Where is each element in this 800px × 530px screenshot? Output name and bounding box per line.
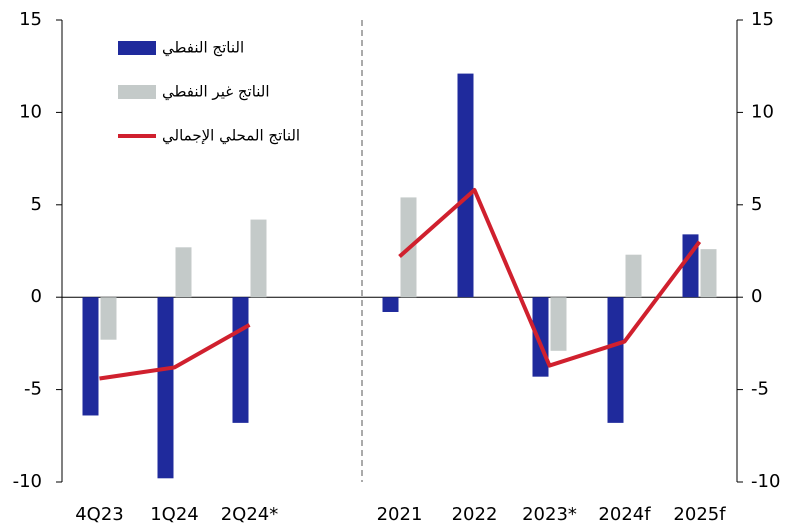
x-tick-label: 2022 xyxy=(452,504,498,525)
bar xyxy=(82,297,99,416)
y2-tick-label: 15 xyxy=(751,9,774,30)
bar xyxy=(100,297,117,340)
bar xyxy=(457,73,474,298)
y2-tick-label: 5 xyxy=(751,194,762,215)
x-tick-label: 2025f xyxy=(673,504,726,525)
x-tick-label: 2021 xyxy=(377,504,423,525)
y2-tick-label: 10 xyxy=(751,101,774,122)
bar xyxy=(175,247,192,298)
x-tick-label: 1Q24 xyxy=(150,504,199,525)
legend-label: الناتج النفطي xyxy=(162,39,244,58)
y-tick-label: -5 xyxy=(24,379,42,400)
y-tick-label: 0 xyxy=(31,286,42,307)
bar xyxy=(550,297,567,351)
bar xyxy=(700,249,717,298)
legend-swatch xyxy=(118,41,156,55)
legend-label: الناتج غير النفطي xyxy=(162,83,270,102)
bar xyxy=(250,219,267,298)
x-tick-label: 2Q24* xyxy=(221,504,279,525)
x-tick-label: 2023* xyxy=(522,504,577,525)
bar xyxy=(232,297,249,423)
x-tick-label: 2024f xyxy=(598,504,651,525)
legend-label: الناتج المحلي الإجمالي xyxy=(162,127,300,146)
bar xyxy=(382,297,399,312)
y2-tick-label: 0 xyxy=(751,286,762,307)
bar xyxy=(625,254,642,298)
y-tick-label: -10 xyxy=(13,471,42,492)
legend-swatch xyxy=(118,85,156,99)
bar xyxy=(157,297,174,479)
y2-tick-label: -10 xyxy=(751,471,780,492)
x-tick-label: 4Q23 xyxy=(75,504,124,525)
line-series xyxy=(99,188,702,381)
y2-tick-label: -5 xyxy=(751,379,769,400)
y-tick-label: 15 xyxy=(19,9,42,30)
bar xyxy=(532,297,549,377)
y-tick-label: 10 xyxy=(19,101,42,122)
y-tick-label: 5 xyxy=(31,194,42,215)
bar xyxy=(607,297,624,423)
